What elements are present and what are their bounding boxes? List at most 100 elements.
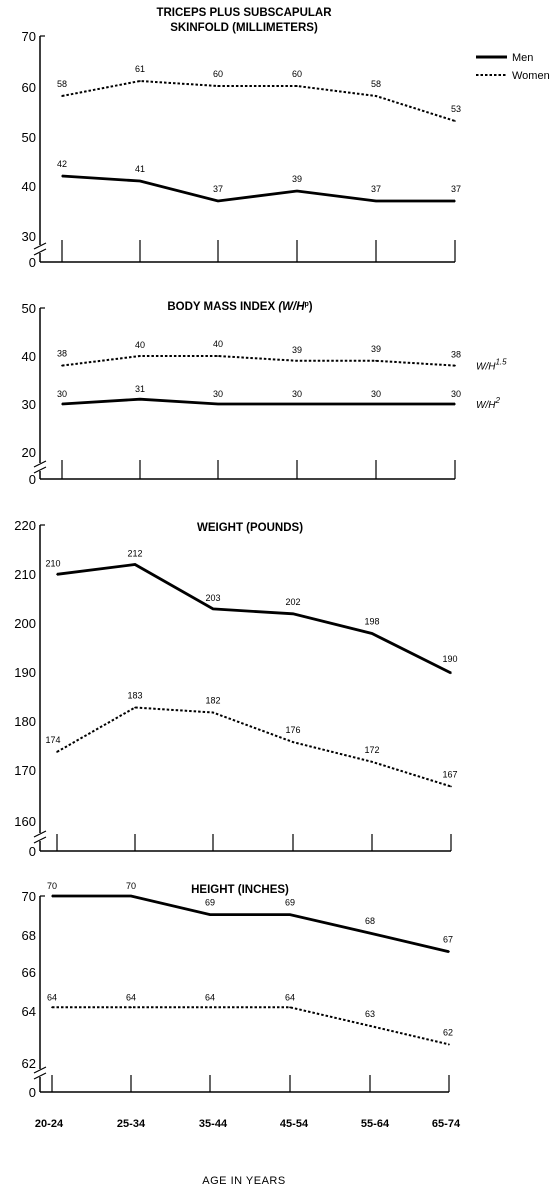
x-axis-labels: 20-24 25-34 35-44 45-54 55-64 65-74 (35, 1118, 461, 1130)
y-tick-label: 220 (14, 518, 36, 533)
data-label: 37 (371, 184, 381, 194)
x-tick-label: 25-34 (117, 1118, 146, 1130)
chart-panel: 50 40 30 20 0 38 40 40 39 39 38 W/H1.5 30 31 30 30 30 30 W… (22, 301, 508, 487)
chart-title: HEIGHT (INCHES) (191, 884, 289, 896)
series-line-women (52, 1006, 450, 1046)
data-point (139, 398, 141, 401)
data-label: 38 (57, 349, 67, 359)
data-point (371, 761, 373, 763)
data-point (296, 190, 298, 192)
data-point (448, 1043, 450, 1046)
y-tick-label: 210 (14, 567, 36, 582)
data-label: 61 (135, 64, 145, 74)
data-label: 58 (57, 79, 67, 89)
data-point (56, 573, 58, 576)
x-axis-title: AGE IN YEARS (202, 1175, 285, 1187)
data-point (375, 403, 377, 405)
data-label: 30 (371, 389, 381, 399)
data-point (139, 355, 141, 357)
data-label: 30 (57, 389, 67, 399)
series-line-women (61, 79, 456, 122)
data-point (217, 200, 219, 202)
data-point (212, 711, 214, 714)
data-point (139, 80, 141, 82)
data-label: 39 (371, 344, 381, 354)
data-label: 63 (365, 1009, 375, 1019)
data-point (51, 1006, 53, 1009)
y-tick-label: 200 (14, 616, 36, 631)
data-label: 38 (451, 350, 461, 360)
y-tick-label: 66 (22, 965, 36, 980)
axis-break-mark (33, 460, 47, 474)
y-tick-label: 0 (29, 1085, 36, 1100)
data-point (130, 1006, 132, 1009)
data-label: 176 (285, 725, 300, 735)
x-tick-label: 65-74 (432, 1118, 461, 1130)
data-point (371, 632, 373, 635)
data-label: 64 (205, 992, 215, 1002)
data-point (450, 785, 452, 788)
data-point (217, 85, 219, 87)
axis-break-mark (33, 830, 47, 844)
data-label: 31 (135, 384, 145, 394)
y-tick-label: 170 (14, 763, 36, 778)
series-end-label: W/H1.5 (476, 358, 507, 373)
data-label: 62 (443, 1027, 453, 1037)
data-label: 39 (292, 174, 302, 184)
data-point (134, 706, 136, 709)
data-label: 64 (285, 992, 295, 1002)
y-tick-label: 160 (14, 814, 36, 829)
data-label: 67 (443, 935, 453, 945)
data-point (139, 180, 141, 182)
chart-panel: 70 68 66 64 62 0 70 70 69 69 68 67 64 64 64 64 63 62 HEIGH… (22, 881, 453, 1100)
data-label: 60 (213, 69, 223, 79)
data-point (296, 403, 298, 405)
data-label: 68 (365, 916, 375, 926)
data-label: 58 (371, 79, 381, 89)
data-label: 40 (135, 340, 145, 350)
legend: Men Women (476, 52, 550, 82)
data-point (209, 913, 211, 916)
y-tick-label: 70 (22, 889, 36, 904)
series-line-men (61, 397, 455, 406)
chart-title: BODY MASS INDEX (W/Hp) (167, 301, 312, 313)
data-label: 210 (45, 558, 60, 568)
data-point (454, 364, 456, 367)
data-label: 203 (205, 593, 220, 603)
chart-title: SKINFOLD (MILLIMETERS) (170, 22, 318, 34)
data-point (375, 95, 377, 97)
data-point (292, 741, 294, 743)
data-label: 174 (45, 735, 60, 745)
y-tick-label: 64 (22, 1004, 36, 1019)
y-tick-label: 62 (22, 1056, 36, 1071)
data-label: 64 (47, 992, 57, 1002)
data-label: 183 (127, 691, 142, 701)
data-label: 42 (57, 159, 67, 169)
chart-panel: 70 60 50 40 30 0 42 41 37 39 37 37 58 61 60 60 58 53 TRICE… (22, 7, 461, 270)
data-label: 40 (213, 339, 223, 349)
series-end-label: W/H2 (476, 396, 500, 411)
chart-title: TRICEPS PLUS SUBSCAPULAR (156, 7, 332, 19)
data-point (130, 895, 132, 897)
data-label: 212 (127, 548, 142, 558)
series-line-women (56, 706, 452, 788)
y-tick-label: 60 (22, 80, 36, 95)
data-point (61, 175, 63, 177)
data-point (289, 913, 291, 916)
data-label: 198 (364, 617, 379, 627)
y-tick-label: 40 (22, 349, 36, 364)
y-tick-label: 50 (22, 130, 36, 145)
data-point (212, 608, 214, 610)
data-point (454, 120, 456, 122)
y-tick-label: 68 (22, 928, 36, 943)
y-tick-label: 180 (14, 714, 36, 729)
y-tick-label: 0 (29, 255, 36, 270)
data-point (292, 613, 294, 615)
data-label: 64 (126, 992, 136, 1002)
data-label: 202 (285, 597, 300, 607)
data-label: 69 (205, 898, 215, 908)
data-point (450, 672, 452, 674)
data-point (217, 403, 219, 405)
axis-break-mark (33, 1066, 47, 1080)
